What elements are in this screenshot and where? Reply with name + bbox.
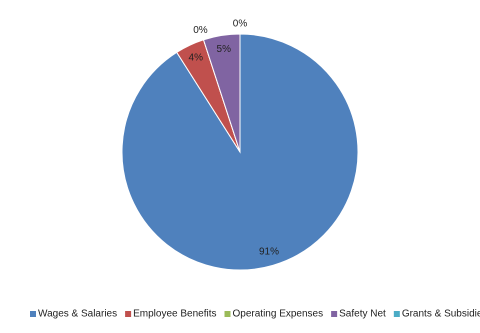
- legend-swatch: [331, 311, 338, 317]
- legend-label: Wages & Salaries: [38, 309, 117, 320]
- legend-label: Grants & Subsidies: [402, 309, 480, 320]
- legend-label: Safety Net: [339, 309, 386, 320]
- legend-label: Operating Expenses: [233, 309, 324, 320]
- legend-swatch: [30, 311, 36, 317]
- legend-swatch: [125, 311, 132, 317]
- data-label: 91%: [259, 246, 279, 257]
- legend-label: Employee Benefits: [133, 309, 216, 320]
- data-label: 0%: [233, 19, 248, 30]
- legend-swatch: [224, 311, 231, 317]
- data-label: 4%: [189, 53, 204, 64]
- data-label: 5%: [217, 44, 232, 55]
- legend-swatch: [393, 311, 400, 317]
- data-label: 0%: [193, 25, 208, 36]
